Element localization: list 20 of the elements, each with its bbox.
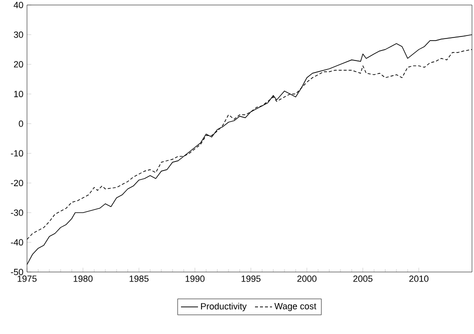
y-tick-label: 0 (18, 120, 24, 127)
y-tick-label: -30 (10, 209, 24, 216)
y-tick-label: 10 (14, 90, 24, 98)
x-tick-label: 1995 (242, 276, 260, 282)
x-tick-label: 2010 (409, 276, 428, 282)
y-tick-label: 20 (14, 61, 24, 68)
x-tick-label: 1980 (74, 276, 93, 282)
y-tick-label: -10 (10, 150, 24, 157)
y-tick-label: -50 (10, 268, 24, 276)
x-tick-label: 2005 (353, 276, 372, 282)
y-tick-label: 30 (14, 31, 24, 38)
x-tick-label: 1985 (130, 276, 149, 282)
x-tick-label: 1990 (186, 276, 205, 282)
x-tick-label: 1975 (18, 276, 37, 282)
y-tick-label: -20 (10, 180, 24, 186)
legend-label: Productivity (201, 302, 247, 312)
x-tick-label: 2000 (297, 276, 316, 282)
y-tick-label: -40 (10, 239, 24, 246)
y-tick-label: 40 (14, 2, 24, 8)
legend-label: Wage cost (274, 303, 316, 312)
